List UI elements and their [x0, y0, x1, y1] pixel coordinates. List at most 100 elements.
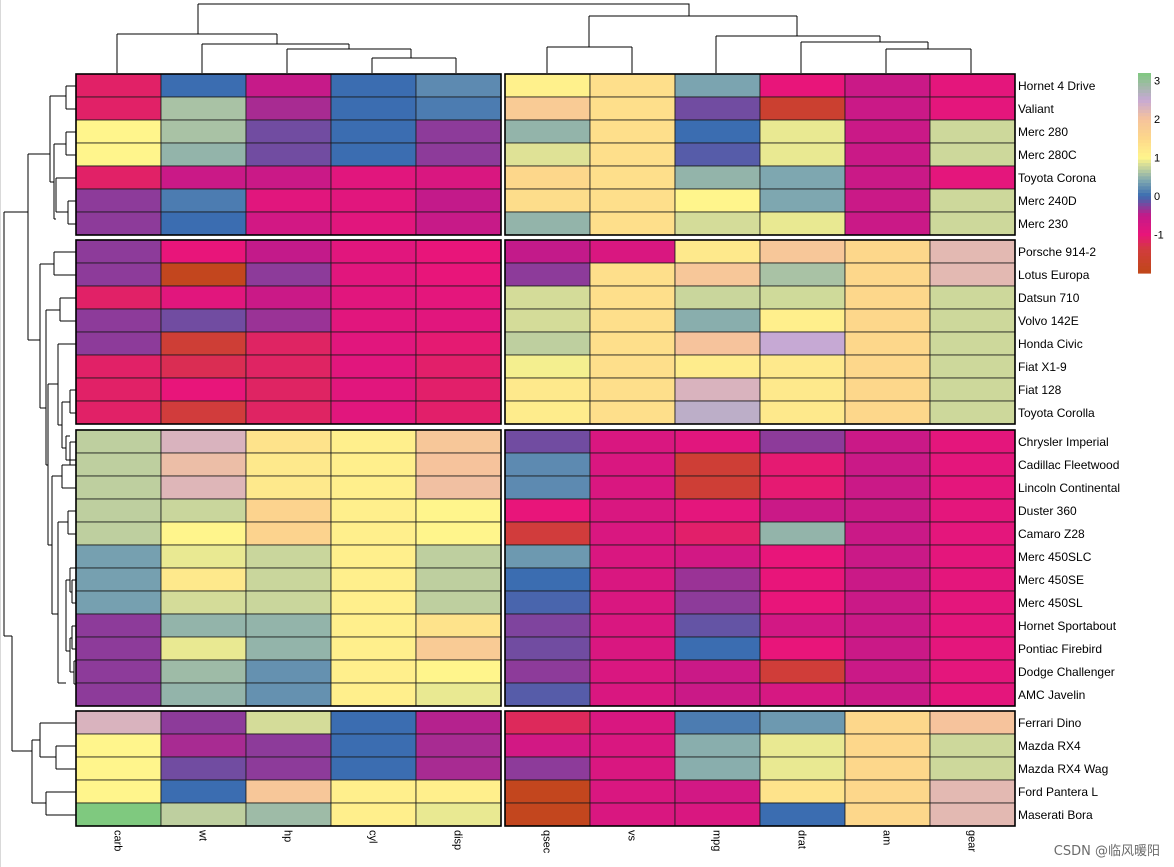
heatmap-cell — [844, 331, 931, 356]
heatmap-cell — [504, 521, 591, 546]
heatmap-cell — [674, 308, 761, 333]
row-label: Merc 280C — [1018, 148, 1077, 162]
heatmap-cell — [504, 377, 591, 402]
heatmap-cell — [759, 636, 846, 661]
legend-tick-label: 2 — [1154, 114, 1160, 126]
heatmap-cell — [674, 262, 761, 287]
heatmap-cell — [245, 142, 332, 167]
heatmap-cell — [759, 521, 846, 546]
heatmap-cell — [759, 802, 846, 827]
heatmap-cell — [589, 613, 676, 638]
heatmap-cell — [674, 475, 761, 500]
heatmap-cell — [674, 779, 761, 804]
cluster-block-frame — [504, 73, 1016, 236]
heatmap-cell — [504, 239, 591, 264]
legend-gradient-segment — [1138, 203, 1151, 207]
legend-gradient-segment — [1138, 133, 1151, 137]
column-label: wt — [197, 829, 209, 841]
heatmap-cell — [75, 567, 162, 592]
heatmap-cell — [844, 802, 931, 827]
heatmap-cell — [245, 498, 332, 523]
legend-gradient-segment — [1138, 79, 1151, 84]
heatmap-cell — [674, 710, 761, 735]
heatmap-cell — [415, 96, 502, 121]
heatmap-cell — [929, 521, 1016, 546]
heatmap-cell — [75, 354, 162, 379]
legend-gradient-segment — [1138, 169, 1151, 174]
heatmap-cell — [160, 475, 247, 500]
heatmap-cell — [245, 331, 332, 356]
row-labels: Hornet 4 Drive Valiant Merc 280 Merc 280C To… — [1018, 79, 1120, 822]
legend-gradient-segment — [1138, 119, 1151, 124]
heatmap-cell — [589, 452, 676, 477]
heatmap-cell — [589, 521, 676, 546]
heatmap-cell — [160, 188, 247, 213]
heatmap-cell — [245, 377, 332, 402]
legend-gradient-segment — [1138, 206, 1151, 211]
column-label: mpg — [711, 830, 723, 851]
heatmap-cell — [415, 119, 502, 144]
heatmap-cell — [759, 567, 846, 592]
heatmap-cell — [844, 567, 931, 592]
heatmap-cell — [674, 285, 761, 310]
heatmap-cell — [674, 377, 761, 402]
legend-gradient-segment — [1138, 139, 1151, 144]
heatmap-cell — [245, 659, 332, 684]
heatmap-cell — [929, 567, 1016, 592]
heatmap-cell — [504, 211, 591, 236]
heatmap-cell — [504, 142, 591, 167]
cluster-block-frame — [504, 710, 1016, 827]
heatmap-cell — [415, 262, 502, 287]
heatmap-cell — [844, 779, 931, 804]
heatmap-cell — [504, 119, 591, 144]
heatmap-cell — [75, 544, 162, 569]
row-label: Mazda RX4 — [1018, 739, 1081, 753]
heatmap-cell — [415, 544, 502, 569]
heatmap-cell — [589, 188, 676, 213]
heatmap-cell — [504, 613, 591, 638]
heatmap-cell — [330, 377, 417, 402]
heatmap-cell — [759, 452, 846, 477]
column-label: hp — [282, 830, 294, 842]
heatmap-cell — [330, 354, 417, 379]
heatmap-cell — [759, 119, 846, 144]
heatmap-cell — [330, 613, 417, 638]
heatmap-cell — [759, 188, 846, 213]
heatmap-cell — [415, 188, 502, 213]
watermark-text: CSDN @临风暖阳 — [1053, 844, 1160, 859]
heatmap-cell — [844, 733, 931, 758]
heatmap-cell — [160, 659, 247, 684]
row-label: Maserati Bora — [1018, 808, 1093, 822]
legend-gradient-segment — [1138, 236, 1151, 241]
column-label: drat — [796, 830, 808, 849]
heatmap-cell — [759, 590, 846, 615]
legend-gradient-segment — [1138, 76, 1151, 81]
legend-gradient-segment — [1138, 256, 1151, 261]
heatmap-cell — [844, 308, 931, 333]
heatmap-cell — [245, 285, 332, 310]
heatmap-cell — [415, 239, 502, 264]
heatmap-cell — [844, 498, 931, 523]
legend-gradient-segment — [1138, 269, 1151, 274]
heatmap-cell — [929, 710, 1016, 735]
legend-gradient-segment — [1138, 209, 1151, 214]
heatmap-cell — [160, 682, 247, 707]
heatmap-cell — [844, 475, 931, 500]
heatmap-cell — [504, 262, 591, 287]
heatmap-cell — [245, 73, 332, 98]
legend-tick-label: 0 — [1154, 191, 1160, 203]
heatmap-cell — [330, 498, 417, 523]
heatmap-cell — [75, 498, 162, 523]
heatmap-cell — [759, 429, 846, 454]
heatmap-cell — [589, 400, 676, 425]
legend-gradient-segment — [1138, 183, 1151, 187]
heatmap-cell — [245, 308, 332, 333]
heatmap-cell — [330, 802, 417, 827]
heatmap-cell — [844, 119, 931, 144]
legend-gradient-segment — [1138, 189, 1151, 194]
heatmap-cell — [844, 285, 931, 310]
heatmap-cells — [75, 73, 1016, 827]
heatmap-cell — [160, 452, 247, 477]
heatmap-cell — [674, 590, 761, 615]
column-dendrogram — [116, 3, 972, 73]
